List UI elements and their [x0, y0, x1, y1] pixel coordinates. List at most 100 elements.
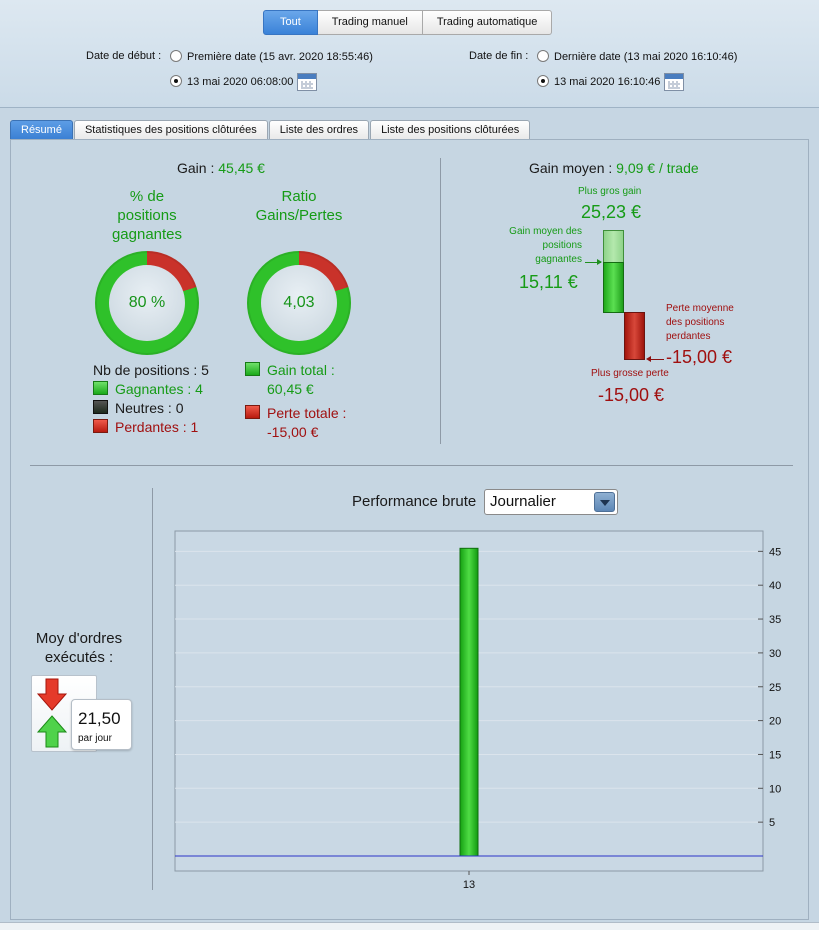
avg-gain-bar: [603, 262, 624, 313]
start-custom-option[interactable]: 13 mai 2020 06:08:00: [170, 75, 293, 88]
win-pct-value: 80 %: [109, 265, 185, 341]
nb-positions: Nb de positions : 5: [93, 362, 209, 378]
arrows-icon: [36, 678, 68, 748]
tab-liste-ordres[interactable]: Liste des ordres: [268, 120, 370, 139]
title-line: gagnantes: [111, 226, 183, 243]
title-line: positions: [117, 207, 177, 224]
gagnantes-label: Gagnantes : 4: [115, 381, 203, 397]
title-line: Ratio: [281, 188, 317, 205]
y-tick-label: 35: [769, 614, 781, 626]
radio-button[interactable]: [537, 50, 549, 62]
top-bar: Tout Trading manuel Trading automatique …: [0, 0, 819, 108]
start-first-option[interactable]: Première date (15 avr. 2020 18:55:46): [170, 50, 373, 63]
tab-liste-positions[interactable]: Liste des positions clôturées: [370, 120, 531, 139]
neutres-row: Neutres : 0: [93, 399, 209, 418]
arrow-right-icon: [597, 259, 602, 265]
plus-gros-gain-label: Plus gros gain: [578, 186, 642, 197]
red-square-icon: [245, 405, 260, 419]
label-line: Perte moyenne: [666, 303, 734, 314]
label-line: gagnantes: [535, 254, 582, 265]
label-line: positions: [542, 240, 582, 251]
end-last-label: Dernière date (13 mai 2020 16:10:46): [554, 51, 738, 63]
totals: Gain total : 60,45 € Perte totale : -15,…: [245, 361, 346, 442]
ratio-value: 4,03: [261, 265, 337, 341]
gain-moyen-label: Gain moyen :: [529, 160, 613, 176]
gain-moyen-gagnantes-label: Gain moyen des positions gagnantes: [498, 225, 582, 267]
end-custom-date: 13 mai 2020 16:10:46: [554, 76, 661, 88]
title-line: exécutés :: [44, 649, 114, 666]
view-tabs: Résumé Statistiques des positions clôtur…: [10, 120, 531, 139]
arrow-left-icon: [646, 356, 651, 362]
end-date-label: Date de fin :: [469, 50, 529, 62]
gagnantes-row: Gagnantes : 4: [93, 380, 209, 399]
period-select-value: Journalier: [490, 493, 556, 510]
orders-per-day-card: 21,50 par jour: [71, 699, 132, 750]
max-gain-bar: [603, 230, 624, 263]
gain-moyen-row: Gain moyen : 9,09 € / trade: [529, 160, 699, 176]
radio-button-selected[interactable]: [537, 75, 549, 87]
moy-ordres-value: 21,50: [78, 709, 121, 728]
perte-totale-value: -15,00 €: [267, 424, 319, 440]
chevron-down-icon[interactable]: [594, 492, 615, 512]
arrow-line: [585, 262, 601, 263]
win-pct-gauge: 80 %: [95, 251, 199, 355]
label-line: perdantes: [666, 331, 711, 342]
ratio-gauge: 4,03: [247, 251, 351, 355]
positions-counts: Nb de positions : 5 Gagnantes : 4 Neutre…: [93, 361, 209, 437]
start-first-label: Première date (15 avr. 2020 18:55:46): [187, 51, 373, 63]
y-tick-label: 20: [769, 716, 781, 728]
plus-grosse-perte-label: Plus grosse perte: [591, 368, 669, 379]
title-line: Moy d'ordres: [35, 630, 123, 647]
plus-gros-gain-value: 25,23 €: [581, 202, 642, 222]
mode-selector: Tout Trading manuel Trading automatique: [263, 10, 553, 35]
arrow-line: [650, 359, 664, 360]
perdantes-label: Perdantes : 1: [115, 419, 199, 435]
y-tick-label: 30: [769, 648, 781, 660]
performance-chart: 5 10 15 20 25 30 35 40 45 13: [174, 530, 781, 891]
y-tick-label: 10: [769, 783, 781, 795]
title-line: % de: [129, 188, 165, 205]
gain-total: Gain total : 60,45 €: [245, 361, 346, 399]
black-square-icon: [93, 400, 108, 414]
perdantes-row: Perdantes : 1: [93, 418, 209, 437]
radio-button-selected[interactable]: [170, 75, 182, 87]
title-line: Gains/Pertes: [255, 207, 343, 224]
start-date-label: Date de début :: [86, 50, 162, 62]
ratio-title: Ratio Gains/Pertes: [247, 187, 351, 225]
y-tick-label: 15: [769, 749, 781, 761]
gain-moyen-value: 9,09 € / trade: [616, 160, 699, 176]
gain-total-value: 60,45 €: [267, 381, 314, 397]
perte-moyenne-value: -15,00 €: [666, 347, 733, 367]
gain-moyen-gagnantes-value: 15,11 €: [519, 272, 578, 292]
tab-trading-manuel[interactable]: Trading manuel: [317, 10, 423, 35]
label-line: Gain moyen des: [509, 226, 582, 237]
y-tick-label: 25: [769, 682, 781, 694]
period-select[interactable]: Journalier: [484, 489, 618, 515]
radio-button[interactable]: [170, 50, 182, 62]
tab-resume[interactable]: Résumé: [10, 120, 73, 139]
x-tick-label: 13: [463, 879, 475, 891]
end-last-option[interactable]: Dernière date (13 mai 2020 16:10:46): [537, 50, 737, 63]
avg-loss-bar: [624, 312, 645, 360]
y-tick-label: 40: [769, 580, 781, 592]
status-bar: [0, 922, 819, 930]
start-custom-date: 13 mai 2020 06:08:00: [187, 76, 294, 88]
calendar-icon[interactable]: [664, 73, 684, 91]
orders-document-icon: [31, 675, 97, 752]
green-square-icon: [93, 381, 108, 395]
y-tick-label: 45: [769, 546, 781, 558]
tab-statistiques[interactable]: Statistiques des positions clôturées: [73, 120, 268, 139]
performance-label: Performance brute: [352, 493, 477, 510]
perte-totale-label: Perte totale :: [267, 405, 347, 421]
perte-moyenne-label: Perte moyenne des positions perdantes: [666, 302, 734, 344]
gain-label: Gain :: [177, 160, 215, 176]
red-square-icon: [93, 419, 108, 433]
calendar-icon[interactable]: [297, 73, 317, 91]
y-tick-label: 5: [769, 817, 775, 829]
horizontal-divider: [30, 465, 793, 466]
moy-ordres-title: Moy d'ordres exécutés :: [20, 629, 138, 667]
tab-trading-automatique[interactable]: Trading automatique: [422, 10, 553, 35]
label-line: des positions: [666, 317, 725, 328]
tab-tout[interactable]: Tout: [263, 10, 318, 35]
end-custom-option[interactable]: 13 mai 2020 16:10:46: [537, 75, 660, 88]
